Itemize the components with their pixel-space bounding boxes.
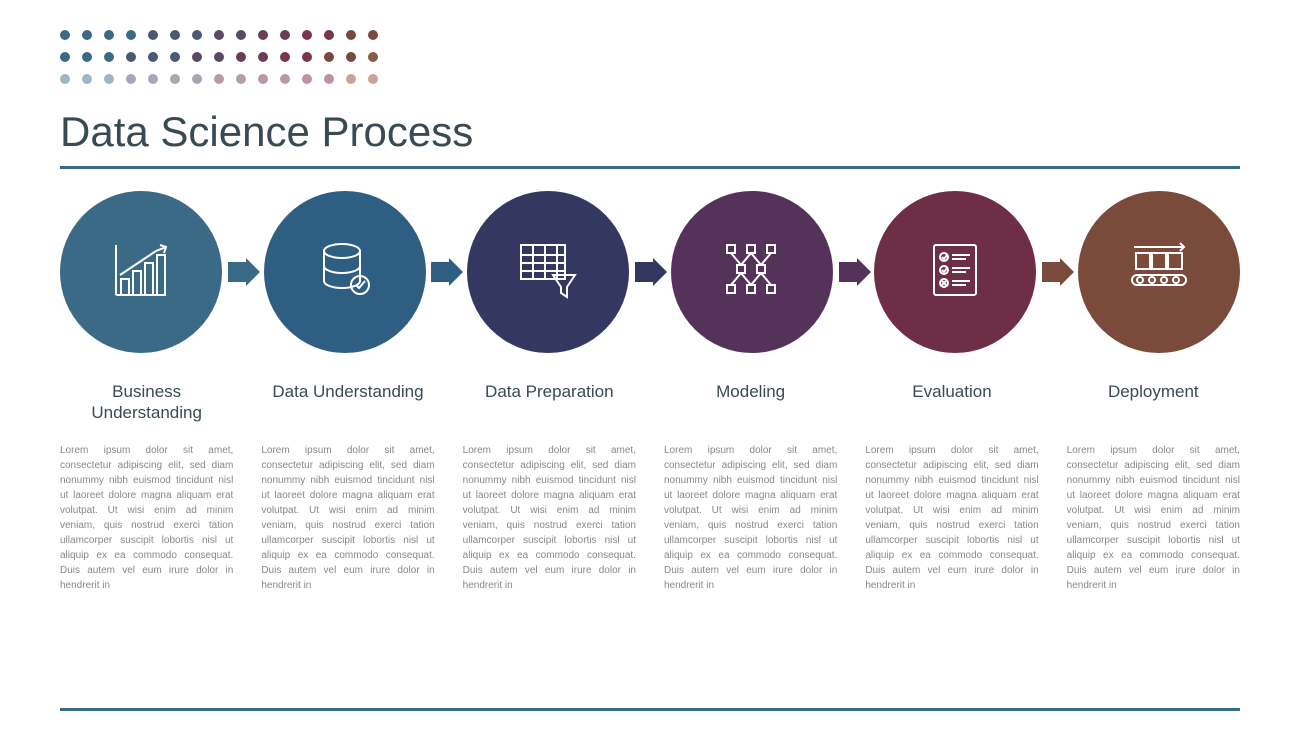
pattern-dot xyxy=(170,74,180,84)
pattern-dot xyxy=(104,52,114,62)
pattern-dot xyxy=(258,30,268,40)
step-column: Modeling Lorem ipsum dolor sit amet, cons… xyxy=(664,381,837,593)
pattern-dot xyxy=(236,52,246,62)
step-title: Business Understanding xyxy=(60,381,233,425)
pattern-dot xyxy=(324,52,334,62)
step-column: Evaluation Lorem ipsum dolor sit amet, co… xyxy=(865,381,1038,593)
pattern-dot xyxy=(346,30,356,40)
pattern-dot xyxy=(346,74,356,84)
pattern-dot xyxy=(104,74,114,84)
step-column: Business Understanding Lorem ipsum dolor … xyxy=(60,381,233,593)
step-circle-5 xyxy=(874,191,1036,353)
database-check-icon xyxy=(310,235,380,310)
pattern-dot xyxy=(170,52,180,62)
pattern-dot xyxy=(368,52,378,62)
pattern-dot xyxy=(302,30,312,40)
step-circle-3 xyxy=(467,191,629,353)
divider-bottom xyxy=(60,708,1240,711)
page-title: Data Science Process xyxy=(60,108,1240,156)
pattern-dot xyxy=(302,74,312,84)
step-column: Data Understanding Lorem ipsum dolor sit … xyxy=(261,381,434,593)
process-labels-row: Business Understanding Lorem ipsum dolor … xyxy=(60,381,1240,593)
arrow-icon xyxy=(839,258,869,286)
pattern-dot xyxy=(192,52,202,62)
pattern-dot xyxy=(214,30,224,40)
pattern-dot xyxy=(148,52,158,62)
pattern-dot xyxy=(82,74,92,84)
step-description: Lorem ipsum dolor sit amet, consectetur … xyxy=(463,443,636,593)
pattern-dot xyxy=(148,30,158,40)
pattern-dot xyxy=(126,74,136,84)
pattern-dot xyxy=(236,30,246,40)
pattern-dot xyxy=(346,52,356,62)
step-circle-4 xyxy=(671,191,833,353)
arrow-icon xyxy=(635,258,665,286)
pattern-dot xyxy=(236,74,246,84)
step-column: Data Preparation Lorem ipsum dolor sit am… xyxy=(463,381,636,593)
step-title: Evaluation xyxy=(865,381,1038,425)
step-title: Deployment xyxy=(1067,381,1240,425)
step-title: Modeling xyxy=(664,381,837,425)
pattern-dot xyxy=(280,74,290,84)
step-title: Data Understanding xyxy=(261,381,434,425)
step-column: Deployment Lorem ipsum dolor sit amet, co… xyxy=(1067,381,1240,593)
arrow-icon xyxy=(431,258,461,286)
step-description: Lorem ipsum dolor sit amet, consectetur … xyxy=(60,443,233,593)
pattern-dot xyxy=(368,74,378,84)
pattern-dot xyxy=(324,74,334,84)
arrow-icon xyxy=(228,258,258,286)
pattern-dot xyxy=(60,74,70,84)
pattern-dot xyxy=(192,30,202,40)
pattern-dot xyxy=(60,30,70,40)
pattern-dot xyxy=(324,30,334,40)
step-description: Lorem ipsum dolor sit amet, consectetur … xyxy=(664,443,837,593)
process-steps-row xyxy=(60,191,1240,353)
step-description: Lorem ipsum dolor sit amet, consectetur … xyxy=(1067,443,1240,593)
checklist-doc-icon xyxy=(920,235,990,310)
pattern-dot xyxy=(368,30,378,40)
pattern-dot xyxy=(280,52,290,62)
pattern-dot xyxy=(82,52,92,62)
conveyor-icon xyxy=(1124,235,1194,310)
pattern-dot xyxy=(104,30,114,40)
step-circle-2 xyxy=(264,191,426,353)
pattern-dot xyxy=(148,74,158,84)
step-description: Lorem ipsum dolor sit amet, consectetur … xyxy=(261,443,434,593)
pattern-dot xyxy=(214,74,224,84)
pattern-dot xyxy=(126,52,136,62)
pattern-dot xyxy=(192,74,202,84)
step-circle-6 xyxy=(1078,191,1240,353)
pattern-dot xyxy=(60,52,70,62)
step-title: Data Preparation xyxy=(463,381,636,425)
step-circle-1 xyxy=(60,191,222,353)
pattern-dot xyxy=(302,52,312,62)
pattern-dot xyxy=(280,30,290,40)
pattern-dot xyxy=(126,30,136,40)
neural-network-icon xyxy=(717,235,787,310)
pattern-dot xyxy=(82,30,92,40)
pattern-dot xyxy=(214,52,224,62)
chart-growth-icon xyxy=(106,235,176,310)
decorative-dot-pattern xyxy=(60,30,1240,90)
arrow-icon xyxy=(1042,258,1072,286)
step-description: Lorem ipsum dolor sit amet, consectetur … xyxy=(865,443,1038,593)
pattern-dot xyxy=(258,52,268,62)
spreadsheet-funnel-icon xyxy=(513,235,583,310)
divider-top xyxy=(60,166,1240,169)
pattern-dot xyxy=(258,74,268,84)
pattern-dot xyxy=(170,30,180,40)
